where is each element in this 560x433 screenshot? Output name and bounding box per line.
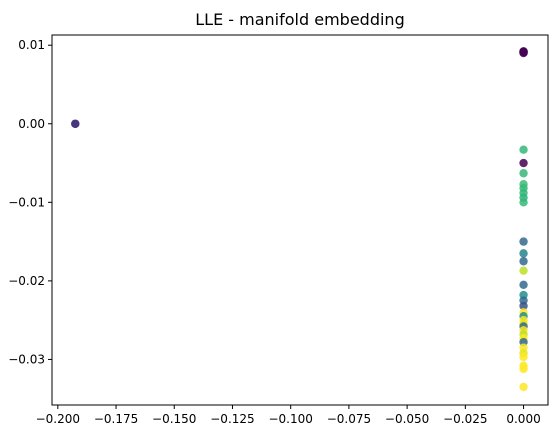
x-tick-label: −0.075: [327, 412, 371, 426]
y-tick-label: −0.02: [8, 274, 45, 288]
scatter-point: [519, 382, 528, 392]
scatter-point: [519, 301, 528, 311]
y-tick-label: −0.01: [8, 195, 45, 209]
x-tick-label: −0.050: [385, 412, 429, 426]
scatter-point: [519, 198, 528, 207]
scatter-point: [519, 158, 528, 168]
y-tick-label: −0.03: [8, 352, 45, 366]
scatter-point: [519, 145, 528, 154]
y-axis: −0.03 −0.02 −0.01 0.00 0.01: [8, 38, 52, 366]
scatter-point: [71, 119, 80, 128]
scatter-point: [519, 364, 528, 374]
x-tick-label: −0.150: [152, 412, 196, 426]
scatter-point: [519, 237, 528, 246]
plot-frame: [51, 34, 549, 406]
y-tick-label: 0.00: [18, 117, 45, 131]
x-tick-label: −0.175: [94, 412, 138, 426]
scatter-point: [519, 352, 528, 362]
x-tick-label: −0.125: [210, 412, 254, 426]
x-tick-label: −0.200: [36, 412, 80, 426]
x-tick-label: −0.025: [443, 412, 487, 426]
scatter-point: [519, 257, 528, 266]
scatter-point: [519, 249, 528, 258]
points-layer: [71, 47, 528, 392]
x-axis: −0.200 −0.175 −0.150 −0.125 −0.100 −0.075 −0.0…: [36, 405, 541, 426]
scatter-point: [519, 266, 528, 275]
scatter-point: [519, 169, 528, 178]
x-tick-label: −0.100: [268, 412, 312, 426]
y-tick-label: 0.01: [18, 38, 45, 52]
chart-title: LLE - manifold embedding: [195, 10, 404, 29]
scatter-point: [519, 280, 528, 290]
x-tick-label: 0.000: [506, 412, 540, 426]
scatter-point: [519, 47, 528, 56]
